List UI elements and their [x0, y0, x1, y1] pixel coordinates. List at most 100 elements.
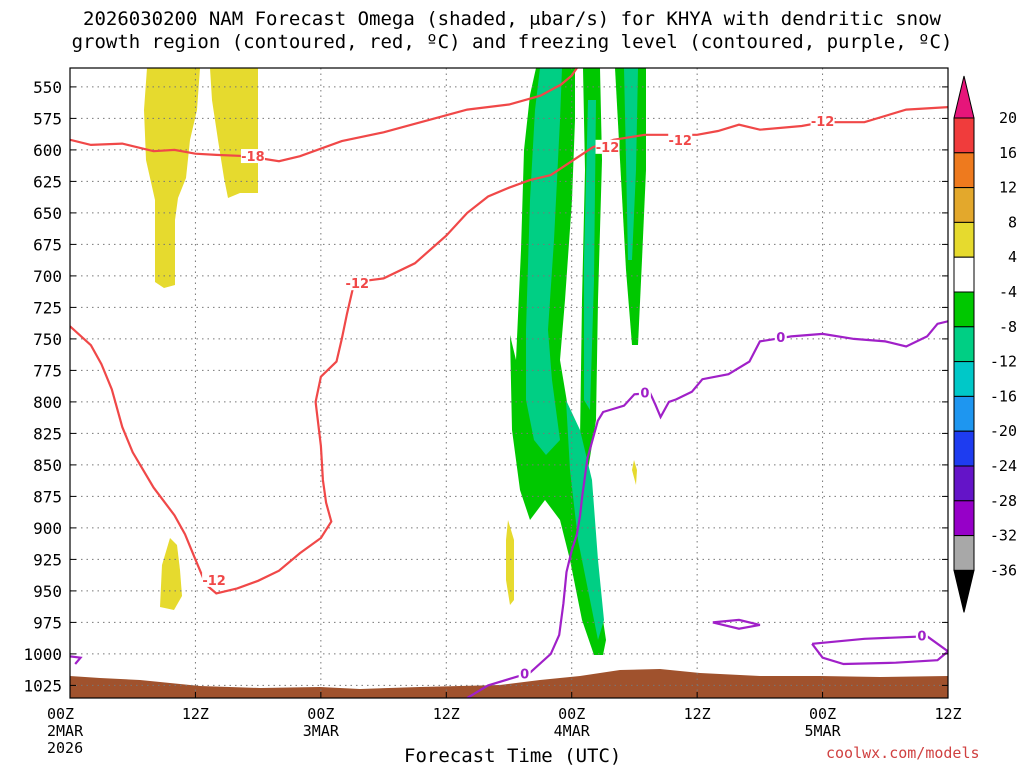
colorbar-label: 20 [999, 109, 1017, 127]
colorbar-label: -20 [990, 422, 1017, 440]
colorbar-label: 8 [1008, 213, 1017, 231]
y-tick-label: 625 [33, 172, 62, 191]
x-tick-label: 12Z [934, 705, 961, 723]
dendritic-contour-label: -12 [811, 115, 835, 130]
contour-label-bg [638, 385, 651, 400]
contour-label-bg [595, 139, 620, 154]
dendritic-contour-line [70, 68, 578, 163]
colorbar-swatch [953, 361, 975, 397]
x-tick-label: 2MAR [47, 722, 84, 740]
omega-yellow-area [160, 538, 182, 610]
y-tick-label: 600 [33, 141, 62, 160]
x-tick-label: 00Z [809, 705, 836, 723]
colorbar-label: -4 [999, 283, 1017, 301]
colorbar-top-arrow [953, 75, 975, 119]
colorbar-swatch [953, 395, 975, 432]
omega-teal-area [526, 68, 562, 455]
colorbar-label: -32 [990, 527, 1017, 545]
colorbar-label: -28 [990, 492, 1017, 510]
colorbar-label: 4 [1008, 248, 1017, 266]
dendritic-contour-line [70, 106, 948, 595]
colorbar-swatch [953, 535, 975, 571]
colorbar-label: -12 [990, 353, 1017, 371]
freezing-level-contour-label: 0 [776, 331, 785, 346]
y-tick-label: 825 [33, 424, 62, 443]
omega-teal-area [624, 68, 638, 260]
dendritic-contour-label: -12 [346, 277, 370, 292]
omega-teal-area [584, 100, 596, 410]
x-tick-label: 00Z [307, 705, 334, 723]
y-tick-label: 700 [33, 267, 62, 286]
x-tick-label: 3MAR [303, 722, 340, 740]
freezing-level-contour-line [811, 635, 948, 666]
contour-label-bg [810, 114, 835, 129]
contour-label-bg [668, 132, 693, 147]
contour-label-bg [240, 149, 265, 164]
grid [70, 68, 949, 698]
x-tick-label: 12Z [684, 705, 711, 723]
x-tick-label: 12Z [182, 705, 209, 723]
colorbar-swatch [953, 465, 975, 502]
omega-yellow-area [144, 68, 200, 288]
omega-shading [144, 68, 646, 655]
chart-title-line2: growth region (contoured, red, ºC) and f… [71, 31, 953, 53]
omega-yellow-area [506, 520, 514, 605]
dendritic-contour-label: -12 [202, 574, 226, 589]
x-tick-label: 00Z [47, 705, 74, 723]
y-tick-label: 725 [33, 298, 62, 317]
contour-label-bg [915, 628, 928, 643]
y-tick-label: 650 [33, 204, 62, 223]
colorbar-label: -36 [990, 561, 1017, 579]
y-tick-label: 750 [33, 330, 62, 349]
chart-title: 2026030200 NAM Forecast Omega (shaded, μ… [0, 8, 1024, 54]
colorbar-swatch [953, 221, 975, 258]
colorbar-swatch [953, 187, 975, 223]
colorbar-swatch [953, 430, 975, 467]
x-tick-label: 2026 [47, 739, 83, 757]
colorbar-swatch [953, 326, 975, 363]
y-tick-label: 550 [33, 78, 62, 97]
y-tick-label: 1000 [23, 645, 62, 664]
plot-background [70, 68, 948, 698]
contour-label-bg [518, 666, 531, 681]
colorbar-bottom-arrow [953, 569, 975, 613]
colorbar-swatch [953, 291, 975, 328]
credit-text: coolwx.com/models [826, 744, 980, 762]
y-tick-label: 950 [33, 582, 62, 601]
freezing-level-contour-label: 0 [917, 629, 926, 644]
dendritic-contour-label: -12 [596, 141, 620, 156]
freezing-level-contour-label: 0 [640, 387, 649, 402]
contour-label-bg [202, 572, 227, 587]
colorbar-label: -8 [999, 318, 1017, 336]
freezing-level-contour-label: 0 [520, 667, 529, 682]
y-tick-label: 575 [33, 109, 62, 128]
dendritic-contour-label: -12 [668, 134, 692, 149]
y-tick-label: 800 [33, 393, 62, 412]
contour-labels: -18 -12 -12 -12 -12 -12 0 0 0 0 [202, 114, 928, 682]
x-tick-label: 00Z [558, 705, 585, 723]
contour-label-bg [345, 276, 370, 291]
y-tick-label: 1025 [23, 676, 62, 695]
y-tick-label: 850 [33, 456, 62, 475]
colorbar: 20 16 12 8 4 -4 -8 -12 -16 -20 -24 -28 -32 -36 [953, 75, 1017, 613]
y-tick-label: 975 [33, 613, 62, 632]
y-tick-label: 675 [33, 235, 62, 254]
contour-label-bg [774, 330, 787, 345]
y-tick-label: 925 [33, 550, 62, 569]
y-axis: 550 575 600 625 650 675 700 725 750 775 800 825 850 8… [23, 78, 948, 695]
y-tick-label: 875 [33, 487, 62, 506]
terrain [70, 669, 948, 698]
x-tick-label: 12Z [433, 705, 460, 723]
omega-yellow-area [632, 460, 637, 485]
y-tick-label: 900 [33, 519, 62, 538]
plot-area: -18 -12 -12 -12 -12 -12 0 0 0 0 550 575 600 625 650 67… [23, 67, 962, 757]
x-axis-title: Forecast Time (UTC) [404, 745, 622, 767]
colorbar-label: 12 [999, 179, 1017, 197]
omega-teal-area [566, 400, 604, 640]
x-tick-label: 5MAR [805, 722, 842, 740]
colorbar-swatch [953, 117, 975, 154]
dendritic-contour-label: -18 [241, 150, 265, 165]
y-tick-label: 775 [33, 361, 62, 380]
